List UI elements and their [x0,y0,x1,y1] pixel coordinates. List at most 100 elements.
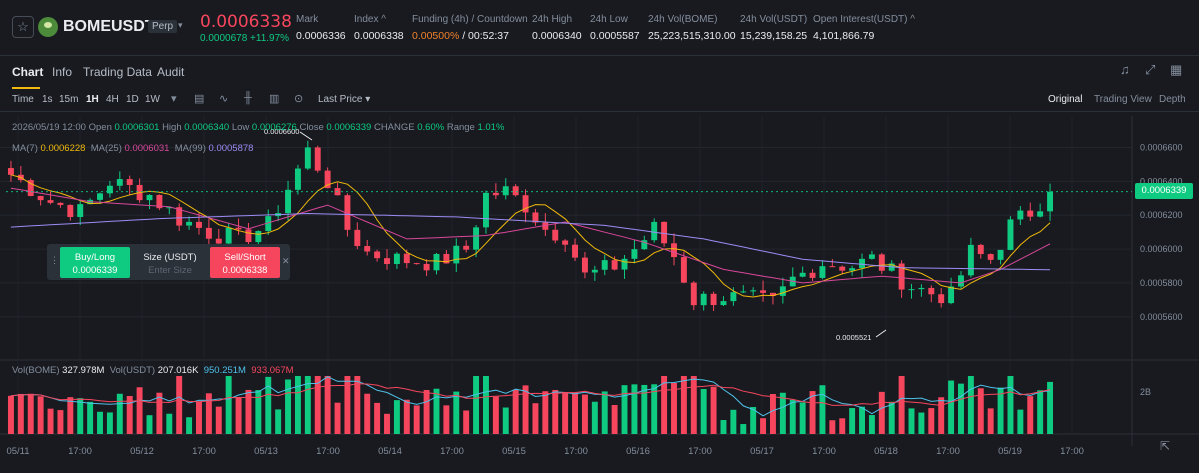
view-depth[interactable]: Depth [1159,94,1186,105]
size-input[interactable]: Enter Size [148,265,192,276]
volume-bar [176,376,183,434]
x-tick-label: 05/18 [874,446,898,457]
interval-15m[interactable]: 15m [59,94,79,105]
stat-value: 0.00500% / 00:52:37 [412,30,528,42]
close-label: Close [299,122,324,133]
candle [859,258,865,269]
candlestick-chart[interactable]: 0.0006600 0.0006400 0.0006200 0.0006000 0.00… [0,116,1199,468]
chart-type-icon[interactable]: ╫ [244,92,252,104]
interval-1d[interactable]: 1D [126,94,139,105]
grid-icon[interactable]: ▦ [1170,62,1183,77]
candle [384,258,390,265]
range-label: Range [446,122,475,133]
chart-toolbar: Time 1s 15m 1H 4H 1D 1W ▾ ▤ ∿ ╫ ▥ ⊙ Last… [0,88,1199,112]
candle [27,180,34,196]
candle [393,253,400,265]
tab-chart[interactable]: Chart [12,65,44,79]
volume-bar [542,391,549,434]
interval-4h[interactable]: 4H [106,94,119,105]
buy-long-button[interactable]: Buy/Long 0.0006339 [60,247,130,278]
volume-bar [354,376,361,434]
price-type-select[interactable]: Last Price ▾ [318,94,371,105]
candle [1037,211,1044,217]
candle [581,257,588,273]
scale-reset-icon: ⇱ [1160,439,1170,453]
volume-bar [928,408,935,434]
volume-bar [47,408,54,434]
candle [938,294,945,304]
stat-open-interest[interactable]: Open Interest(USDT) ^ 4,101,866.79 [813,14,915,42]
volume-bar [948,380,955,434]
candle [641,240,648,250]
candle [769,292,776,296]
interval-1s[interactable]: 1s [42,94,53,105]
stat-24h-high: 24h High 0.0006340 [532,14,582,42]
low-annotation-pointer [875,329,887,338]
volume-bar [106,412,113,434]
symbol-name[interactable]: BOMEUSDT [63,18,155,35]
x-tick-label: 17:00 [936,446,960,457]
view-original[interactable]: Original [1048,94,1083,105]
size-label: Size (USDT) [143,252,197,263]
volume-bar [294,376,301,434]
more-intervals-icon[interactable]: ▾ [171,93,177,105]
bell-icon[interactable]: ♫ [1120,62,1130,77]
volume-bar [196,401,202,434]
candle [443,253,450,264]
x-tick-label: 05/11 [6,446,29,457]
price-type-label: Last Price [318,94,363,105]
tab-info[interactable]: Info [52,65,73,79]
vol-ma-2: 933.067M [251,365,294,376]
sell-short-button[interactable]: Sell/Short 0.0006338 [210,247,280,278]
candle [700,293,707,306]
vol-ma-1: 950.251M [203,365,246,376]
volume-bar [799,402,806,434]
interval-1h[interactable]: 1H [86,94,99,105]
volume-bar [364,393,371,434]
volume-bar [532,403,539,434]
chevron-down-icon[interactable]: ▾ [178,20,183,30]
settings-icon[interactable]: ⊙ [294,93,304,105]
chart-area[interactable]: 0.0006600 0.0006400 0.0006200 0.0006000 0.00… [0,116,1199,468]
star-icon[interactable]: ☆ [12,16,34,38]
sell-price: 0.0006338 [222,265,268,276]
view-trading-view[interactable]: Trading View [1094,94,1152,105]
expand-icon[interactable]: ⤢ [1145,62,1156,77]
interval-time[interactable]: Time [12,94,34,105]
volume-bar [760,418,767,434]
candle [196,221,202,228]
candle [156,194,163,209]
tab-audit[interactable]: Audit [157,65,185,79]
candle [819,266,826,278]
stat-value: 25,223,515,310.00 [648,30,736,42]
stat-index[interactable]: Index ^ 0.0006338 [354,14,404,42]
candle [77,204,84,218]
candle [680,257,687,283]
volume-bar [552,389,559,434]
candle [611,260,618,270]
drag-handle-icon[interactable]: ⋮ [50,255,59,265]
indicator-icon[interactable]: ∿ [219,93,229,105]
size-field[interactable]: Size (USDT) Enter Size [133,247,207,278]
open-value: 0.0006301 [114,122,160,133]
candle [294,168,301,190]
candle [829,266,836,268]
x-tick-label: 05/13 [254,446,278,457]
volume-bar [245,389,252,434]
calendar-icon[interactable]: ▤ [194,93,205,105]
x-tick-label: 17:00 [812,446,836,457]
interval-1w[interactable]: 1W [145,94,160,105]
candle [1047,191,1054,212]
volume-bar [413,405,420,434]
layout-icon[interactable]: ▥ [269,93,280,105]
candle [126,179,133,185]
volume-bar [621,385,628,434]
volume-bar [7,395,14,434]
ma99-line [10,212,1051,271]
buy-price: 0.0006339 [72,265,118,276]
x-tick-label: 05/15 [502,446,526,457]
candle [849,268,856,271]
close-icon[interactable]: ✕ [282,256,290,266]
tab-trading-data[interactable]: Trading Data [83,65,152,79]
candle [433,253,440,271]
